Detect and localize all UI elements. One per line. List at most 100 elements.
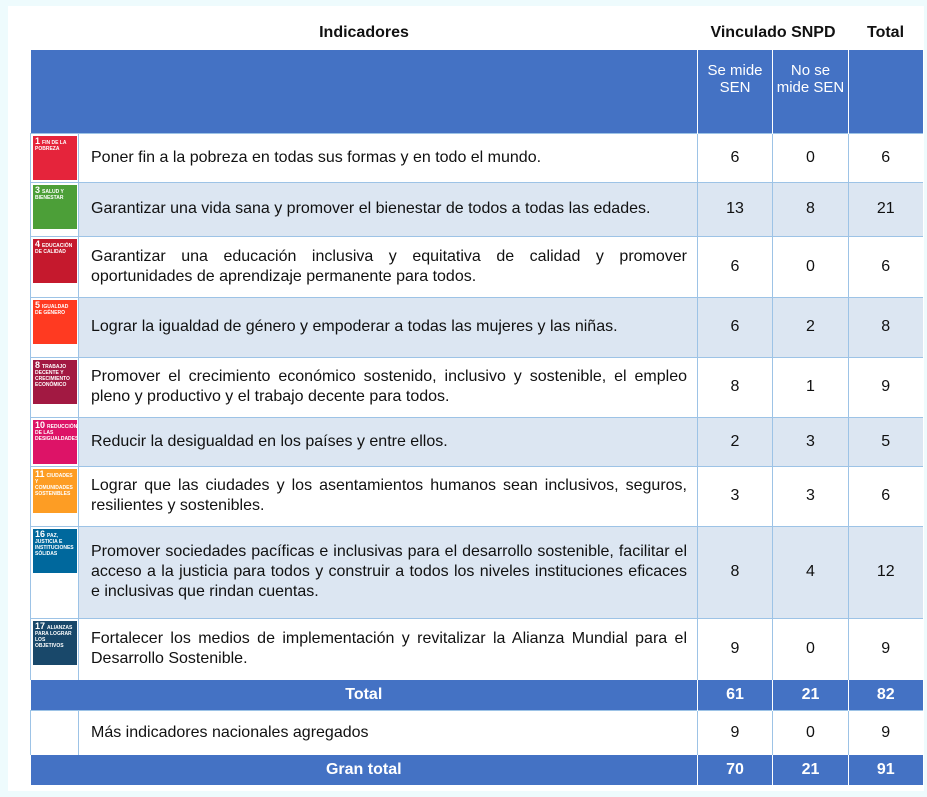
header-cell: Total xyxy=(848,15,923,50)
goal-number: 5 xyxy=(35,299,41,310)
goal-name: FIN DE LA POBREZA xyxy=(35,139,67,152)
goal-icon: 3 SALUD Y BIENESTAR xyxy=(33,184,77,229)
value-cell: 8 xyxy=(848,296,923,357)
value-cell: 8 xyxy=(697,356,773,417)
value-cell: 9 xyxy=(697,617,773,680)
goal-name: TRABAJO DECENTE Y CRECIMIENTO ECONÓMICO xyxy=(35,363,70,388)
goal-number: 4 xyxy=(35,238,41,249)
icon-cell: 11 CIUDADES Y COMUNIDADES SOSTENIBLES xyxy=(30,465,79,526)
value-cell: 8 xyxy=(697,525,773,618)
extra-text: Más indicadores nacionales agregados xyxy=(78,710,698,755)
value-cell: 6 xyxy=(848,465,923,526)
indicator-text: Poner fin a la pobreza en todas sus form… xyxy=(78,132,698,182)
icon-cell: 1 FIN DE LA POBREZA xyxy=(30,132,79,182)
value-cell: 6 xyxy=(697,235,773,297)
extra-row: Más indicadores nacionales agregados 9 0 9 xyxy=(30,710,923,755)
indicator-text: Garantizar una educación inclusiva y equ… xyxy=(78,235,698,297)
value-cell: 2 xyxy=(772,296,849,357)
value-cell: 3 xyxy=(697,465,773,526)
total-label: Gran total xyxy=(30,754,698,785)
indicator-row: 16 PAZ, JUSTICIA E INSTITUCIONES SÓLIDAS P… xyxy=(30,525,923,618)
table-body: Indicadores Vinculado SNPD Total Se mide SE… xyxy=(30,15,923,785)
indicator-row: 17 ALIANZAS PARA LOGRAR LOS OBJETIVOS Fort… xyxy=(30,617,923,680)
value-cell: 0 xyxy=(772,132,849,182)
value-cell: 0 xyxy=(772,617,849,680)
value-cell: 13 xyxy=(697,181,773,236)
indicator-text: Promover sociedades pacíficas e inclusiv… xyxy=(78,525,698,618)
value-cell: 0 xyxy=(772,235,849,297)
value-cell: 6 xyxy=(697,296,773,357)
indicator-text: Lograr la igualdad de género y empoderar… xyxy=(78,296,698,357)
header-cell: Vinculado SNPD xyxy=(697,15,849,50)
value-cell: 6 xyxy=(848,235,923,297)
indicator-row: 5 IGUALDAD DE GÉNERO Lograr la igualdad de… xyxy=(30,296,923,357)
value-cell: 1 xyxy=(772,356,849,417)
indicator-row: 10 REDUCCIÓN DE LAS DESIGUALDADES Reducir … xyxy=(30,416,923,466)
value-cell: 4 xyxy=(772,525,849,618)
goal-name: REDUCCIÓN DE LAS DESIGUALDADES xyxy=(35,423,77,442)
grand-total-row: Gran total 70 21 91 xyxy=(30,754,923,785)
total-label: Total xyxy=(30,680,698,711)
subheader-cell xyxy=(848,50,923,133)
goal-name: EDUCACIÓN DE CALIDAD xyxy=(35,242,73,255)
subheader-row: Se mide SEN No se mide SEN xyxy=(30,50,923,133)
goal-icon: 5 IGUALDAD DE GÉNERO xyxy=(33,299,77,344)
value-cell: 3 xyxy=(772,416,849,466)
icon-cell xyxy=(30,710,79,755)
indicator-row: 1 FIN DE LA POBREZA Poner fin a la pobreza… xyxy=(30,132,923,182)
indicator-text: Garantizar una vida sana y promover el b… xyxy=(78,181,698,236)
indicator-row: 3 SALUD Y BIENESTAR Garantizar una vida sa… xyxy=(30,181,923,236)
goal-name: CIUDADES Y COMUNIDADES SOSTENIBLES xyxy=(35,472,73,497)
header-row: Indicadores Vinculado SNPD Total xyxy=(30,15,923,50)
subheader-cell: No se mide SEN xyxy=(772,50,849,133)
value-cell: 5 xyxy=(848,416,923,466)
total-value: 21 xyxy=(772,680,849,711)
goal-icon: 8 TRABAJO DECENTE Y CRECIMIENTO ECONÓMICO xyxy=(33,359,77,404)
header-cell: Indicadores xyxy=(30,15,698,50)
total-row: Total 61 21 82 xyxy=(30,680,923,711)
indicator-text: Promover el crecimiento económico sosten… xyxy=(78,356,698,417)
goal-number: 1 xyxy=(35,135,41,146)
subheader-cell xyxy=(30,50,698,133)
goal-icon: 16 PAZ, JUSTICIA E INSTITUCIONES SÓLIDAS xyxy=(33,528,77,573)
goal-number: 16 xyxy=(35,528,46,539)
subheader-cell: Se mide SEN xyxy=(697,50,773,133)
goal-number: 10 xyxy=(35,419,46,430)
goal-number: 8 xyxy=(35,359,41,370)
value-cell: 6 xyxy=(697,132,773,182)
indicator-row: 8 TRABAJO DECENTE Y CRECIMIENTO ECONÓMICO… xyxy=(30,356,923,417)
page: Indicadores Vinculado SNPD Total Se mide SE… xyxy=(8,6,924,791)
total-value: 91 xyxy=(848,754,923,785)
icon-cell: 17 ALIANZAS PARA LOGRAR LOS OBJETIVOS xyxy=(30,617,79,680)
value-cell: 0 xyxy=(772,710,849,755)
goal-number: 11 xyxy=(35,468,45,479)
value-cell: 9 xyxy=(848,710,923,755)
indicator-text: Fortalecer los medios de implementación … xyxy=(78,617,698,680)
value-cell: 9 xyxy=(848,617,923,680)
indicator-row: 4 EDUCACIÓN DE CALIDAD Garantizar una educ… xyxy=(30,235,923,297)
value-cell: 3 xyxy=(772,465,849,526)
indicator-text: Reducir la desigualdad en los países y e… xyxy=(78,416,698,466)
icon-cell: 4 EDUCACIÓN DE CALIDAD xyxy=(30,235,79,297)
value-cell: 12 xyxy=(848,525,923,618)
value-cell: 9 xyxy=(697,710,773,755)
value-cell: 6 xyxy=(848,132,923,182)
icon-cell: 10 REDUCCIÓN DE LAS DESIGUALDADES xyxy=(30,416,79,466)
goal-name: PAZ, JUSTICIA E INSTITUCIONES SÓLIDAS xyxy=(35,532,74,557)
goal-number: 17 xyxy=(35,620,46,631)
indicator-row: 11 CIUDADES Y COMUNIDADES SOSTENIBLES Logr… xyxy=(30,465,923,526)
icon-cell: 5 IGUALDAD DE GÉNERO xyxy=(30,296,79,357)
total-value: 82 xyxy=(848,680,923,711)
goal-icon: 10 REDUCCIÓN DE LAS DESIGUALDADES xyxy=(33,419,77,464)
value-cell: 8 xyxy=(772,181,849,236)
value-cell: 9 xyxy=(848,356,923,417)
goal-icon: 17 ALIANZAS PARA LOGRAR LOS OBJETIVOS xyxy=(33,620,77,665)
icon-cell: 3 SALUD Y BIENESTAR xyxy=(30,181,79,236)
icon-cell: 16 PAZ, JUSTICIA E INSTITUCIONES SÓLIDAS xyxy=(30,525,79,618)
value-cell: 2 xyxy=(697,416,773,466)
total-value: 70 xyxy=(697,754,773,785)
goal-icon: 11 CIUDADES Y COMUNIDADES SOSTENIBLES xyxy=(33,468,77,513)
goal-number: 3 xyxy=(35,184,41,195)
indicator-text: Lograr que las ciudades y los asentamien… xyxy=(78,465,698,526)
goal-name: IGUALDAD DE GÉNERO xyxy=(35,303,69,316)
